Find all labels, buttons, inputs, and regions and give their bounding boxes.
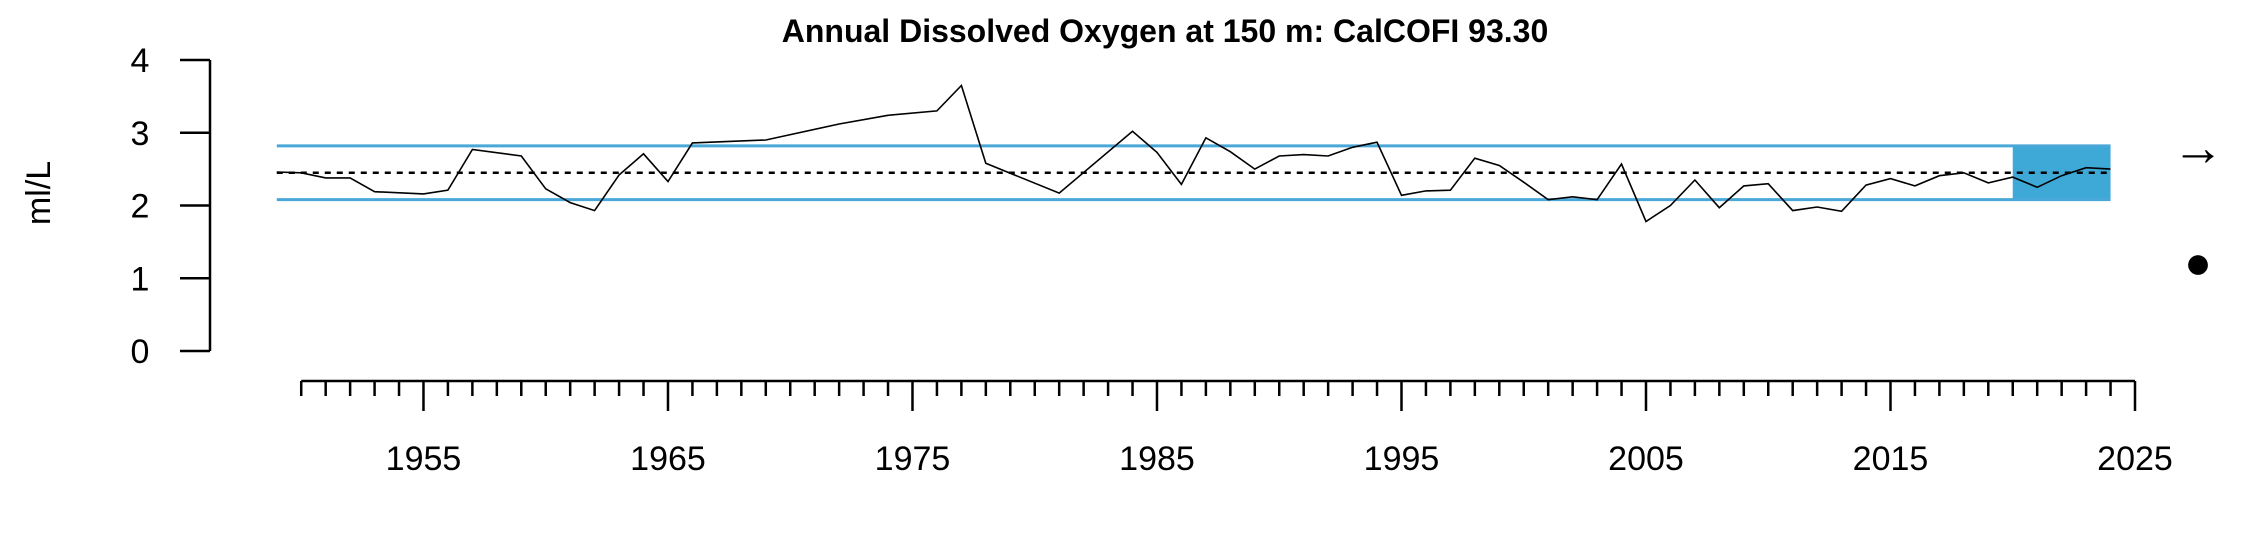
- y-tick-label: 4: [131, 42, 150, 80]
- x-axis: 1955 1965 1975 1985 1995 2005 2015 2025: [299, 379, 2173, 478]
- reference-lines: [276, 144, 2111, 202]
- series-layer: [276, 83, 2111, 223]
- y-axis-label: ml/L: [20, 161, 58, 225]
- x-tick-label: 1975: [875, 440, 951, 478]
- x-tick-label: 1955: [386, 440, 462, 478]
- y-tick-label: 0: [131, 333, 150, 371]
- x-tick-label: 1965: [630, 440, 706, 478]
- x-tick-label: 2025: [2097, 440, 2173, 478]
- x-tick-label: 1985: [1119, 440, 1195, 478]
- y-tick-label: 1: [131, 260, 150, 298]
- y-tick-label: 2: [131, 188, 150, 226]
- x-tick-label: 2005: [1608, 440, 1684, 478]
- recent-period-box: [2012, 145, 2111, 200]
- trend-arrow-symbol: →: [2172, 119, 2224, 177]
- y-axis: 0 1 2 3 4: [131, 42, 212, 371]
- x-tick-label: 1995: [1364, 440, 1440, 478]
- y-tick-label: 3: [131, 115, 150, 153]
- mean-status-symbol: ●: [2184, 236, 2212, 288]
- x-tick-label: 2015: [1853, 440, 1929, 478]
- series-line: [276, 83, 2111, 223]
- chart-title: Annual Dissolved Oxygen at 150 m: CalCOF…: [782, 13, 1548, 49]
